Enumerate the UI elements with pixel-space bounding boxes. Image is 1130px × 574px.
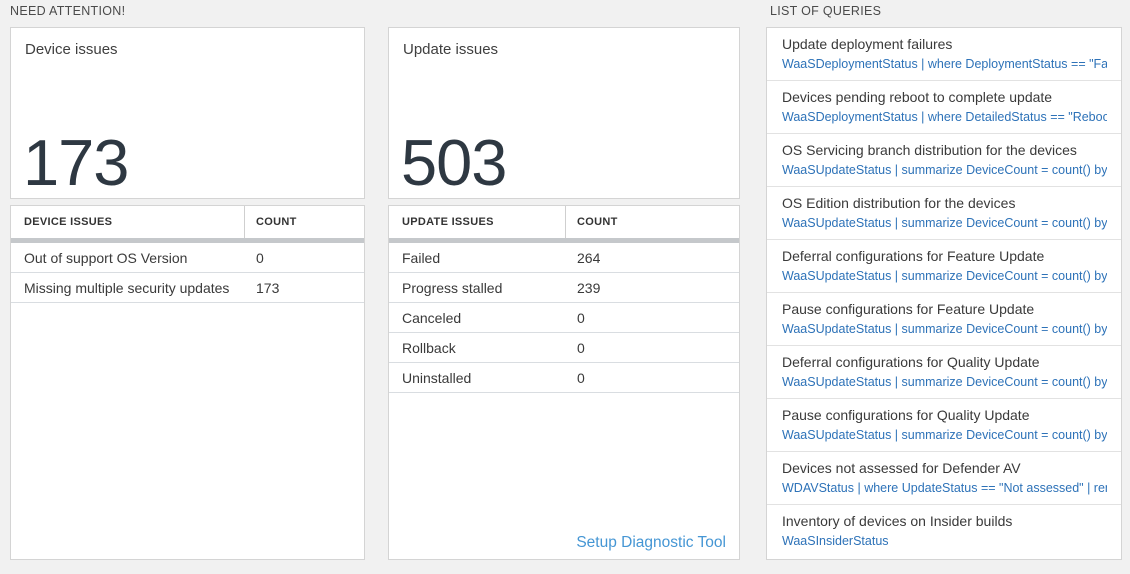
update-issues-table: UPDATE ISSUES COUNT Failed 264 Progress … bbox=[388, 205, 740, 560]
table-header-divider-bar bbox=[11, 238, 364, 243]
column-header-update-issues: UPDATE ISSUES bbox=[389, 206, 566, 238]
query-text: WaaSUpdateStatus | summarize DeviceCount… bbox=[782, 322, 1107, 336]
issue-label: Out of support OS Version bbox=[24, 249, 188, 266]
query-title: Pause configurations for Feature Update bbox=[782, 301, 1035, 317]
table-header-divider-bar bbox=[389, 238, 739, 243]
query-text: WaaSUpdateStatus | summarize DeviceCount… bbox=[782, 428, 1107, 442]
device-issues-tile[interactable]: Device issues 173 bbox=[10, 27, 365, 199]
setup-diagnostic-tool-link[interactable]: Setup Diagnostic Tool bbox=[576, 534, 726, 551]
query-title: Update deployment failures bbox=[782, 36, 953, 52]
query-item[interactable]: Devices pending reboot to complete updat… bbox=[767, 81, 1121, 134]
need-attention-heading: NEED ATTENTION! bbox=[10, 4, 126, 18]
query-item[interactable]: Update deployment failures WaaSDeploymen… bbox=[767, 28, 1121, 81]
query-text: WaaSDeploymentStatus | where DetailedSta… bbox=[782, 110, 1107, 124]
issue-count: 0 bbox=[577, 309, 585, 326]
issue-label: Canceled bbox=[402, 309, 462, 326]
list-of-queries-heading: LIST OF QUERIES bbox=[770, 4, 882, 18]
device-issues-title: Device issues bbox=[25, 41, 118, 58]
query-text: WDAVStatus | where UpdateStatus == "Not … bbox=[782, 481, 1107, 495]
issue-label: Progress stalled bbox=[402, 279, 503, 296]
query-title: OS Edition distribution for the devices bbox=[782, 195, 1016, 211]
issue-count: 0 bbox=[577, 369, 585, 386]
query-item[interactable]: OS Edition distribution for the devices … bbox=[767, 187, 1121, 240]
query-item[interactable]: Deferral configurations for Quality Upda… bbox=[767, 346, 1121, 399]
issue-count: 0 bbox=[256, 249, 264, 266]
queries-panel: Update deployment failures WaaSDeploymen… bbox=[766, 27, 1122, 560]
issue-count: 264 bbox=[577, 249, 601, 266]
query-title: Pause configurations for Quality Update bbox=[782, 407, 1030, 423]
query-text: WaaSInsiderStatus bbox=[782, 534, 889, 548]
query-text: WaaSUpdateStatus | summarize DeviceCount… bbox=[782, 269, 1107, 283]
query-text: WaaSUpdateStatus | summarize DeviceCount… bbox=[782, 163, 1107, 177]
query-text: WaaSUpdateStatus | summarize DeviceCount… bbox=[782, 375, 1107, 389]
query-title: Deferral configurations for Feature Upda… bbox=[782, 248, 1045, 264]
issue-count: 239 bbox=[577, 279, 601, 296]
issue-count: 173 bbox=[256, 279, 280, 296]
query-item[interactable]: Pause configurations for Feature Update … bbox=[767, 293, 1121, 346]
table-row[interactable]: Uninstalled 0 bbox=[389, 363, 739, 393]
query-item[interactable]: Deferral configurations for Feature Upda… bbox=[767, 240, 1121, 293]
query-item[interactable]: Devices not assessed for Defender AV WDA… bbox=[767, 452, 1121, 505]
query-title: OS Servicing branch distribution for the… bbox=[782, 142, 1077, 158]
table-row[interactable]: Failed 264 bbox=[389, 243, 739, 273]
issue-count: 0 bbox=[577, 339, 585, 356]
device-issues-count: 173 bbox=[23, 125, 129, 199]
query-item[interactable]: Inventory of devices on Insider builds W… bbox=[767, 505, 1121, 557]
column-header-device-issues: DEVICE ISSUES bbox=[11, 206, 245, 238]
column-header-count: COUNT bbox=[577, 216, 618, 228]
table-row[interactable]: Rollback 0 bbox=[389, 333, 739, 363]
query-item[interactable]: Pause configurations for Quality Update … bbox=[767, 399, 1121, 452]
update-issues-count: 503 bbox=[401, 125, 507, 199]
update-issues-title: Update issues bbox=[403, 41, 499, 58]
update-issues-tile[interactable]: Update issues 503 bbox=[388, 27, 740, 199]
query-item[interactable]: OS Servicing branch distribution for the… bbox=[767, 134, 1121, 187]
table-row[interactable]: Missing multiple security updates 173 bbox=[11, 273, 364, 303]
device-issues-table-header: DEVICE ISSUES COUNT bbox=[11, 206, 364, 238]
device-issues-table: DEVICE ISSUES COUNT Out of support OS Ve… bbox=[10, 205, 365, 560]
issue-label: Uninstalled bbox=[402, 369, 472, 386]
table-row[interactable]: Canceled 0 bbox=[389, 303, 739, 333]
query-title: Devices not assessed for Defender AV bbox=[782, 460, 1021, 476]
issue-label: Failed bbox=[402, 249, 441, 266]
update-issues-table-header: UPDATE ISSUES COUNT bbox=[389, 206, 739, 238]
query-title: Inventory of devices on Insider builds bbox=[782, 513, 1013, 529]
query-text: WaaSUpdateStatus | summarize DeviceCount… bbox=[782, 216, 1107, 230]
column-header-count: COUNT bbox=[256, 216, 297, 228]
query-title: Deferral configurations for Quality Upda… bbox=[782, 354, 1040, 370]
table-row[interactable]: Progress stalled 239 bbox=[389, 273, 739, 303]
table-row[interactable]: Out of support OS Version 0 bbox=[11, 243, 364, 273]
query-title: Devices pending reboot to complete updat… bbox=[782, 89, 1053, 105]
issue-label: Rollback bbox=[402, 339, 456, 356]
query-text: WaaSDeploymentStatus | where DeploymentS… bbox=[782, 57, 1107, 71]
issue-label: Missing multiple security updates bbox=[24, 279, 230, 296]
